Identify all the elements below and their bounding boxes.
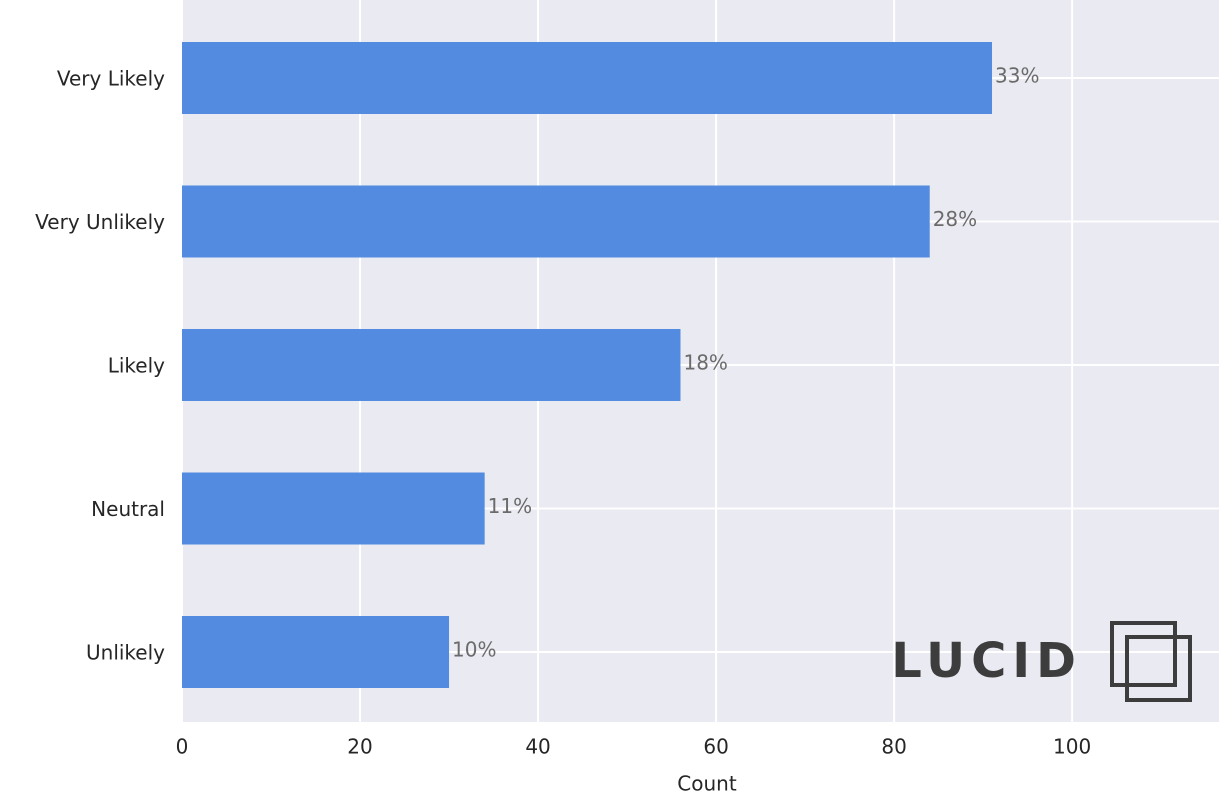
x-axis-label: Count [677, 772, 737, 796]
y-tick-label: Likely [108, 354, 165, 378]
y-tick-label: Neutral [91, 497, 165, 521]
logo-text: LUCID [891, 633, 1082, 689]
bar-annotation: 33% [995, 64, 1039, 88]
x-tick-label: 60 [703, 735, 728, 759]
x-tick-label: 40 [525, 735, 550, 759]
bar [182, 329, 681, 401]
bar-annotation: 10% [452, 638, 496, 662]
bar [182, 42, 993, 114]
x-tick-label: 100 [1053, 735, 1091, 759]
x-tick-label: 0 [176, 735, 189, 759]
x-tick-label: 20 [347, 735, 372, 759]
bar-annotation: 18% [683, 351, 727, 375]
bar-annotation: 28% [933, 207, 977, 231]
y-tick-label: Very Likely [57, 67, 165, 91]
x-tick-label: 80 [881, 735, 906, 759]
bar-annotation: 11% [488, 494, 532, 518]
y-tick-label: Very Unlikely [35, 210, 165, 234]
logo-square [1110, 621, 1177, 687]
y-tick-label: Unlikely [86, 641, 165, 665]
bar [182, 472, 485, 545]
bar [182, 185, 930, 258]
logo-square [1125, 635, 1192, 702]
marks: 33% 28% 18% 11% 10% [182, 42, 1039, 688]
bar [182, 616, 450, 688]
